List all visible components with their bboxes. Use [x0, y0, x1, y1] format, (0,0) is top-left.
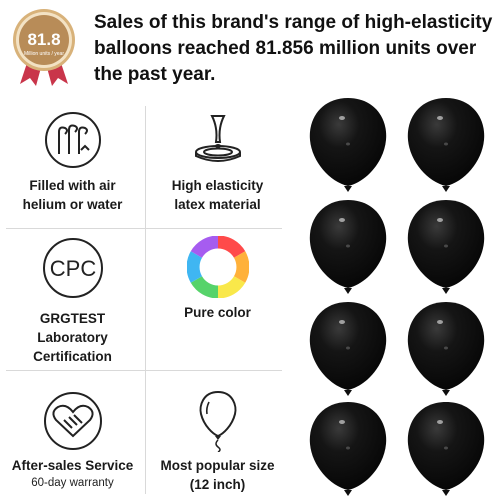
feature-cpc-line3: Certification [33, 349, 112, 364]
feature-cpc: CPC GRGTEST Laboratory Certification [0, 232, 145, 364]
feature-color: Pure color [145, 232, 290, 332]
feature-elasticity-line1: High elasticity [171, 178, 264, 193]
black-balloon [407, 302, 485, 396]
sales-badge: 81.8 Million units / year [13, 9, 75, 86]
balloon-grid [296, 94, 500, 500]
feature-service-sub: 60-day warranty [31, 477, 114, 489]
feature-fill: Filled with air helium or water [0, 106, 145, 212]
sales-headline: Sales of this brand's range of high-elas… [94, 12, 493, 85]
feature-elasticity: High elasticity latex material [145, 106, 290, 212]
grid-divider-1 [6, 228, 282, 229]
feature-size-line1: Most popular size [160, 458, 275, 473]
feature-service: After-sales Service 60-day warranty [0, 384, 145, 489]
handshake-icon [43, 392, 102, 450]
black-balloon [309, 200, 387, 294]
black-balloon [407, 200, 485, 294]
black-balloon [309, 402, 387, 496]
black-balloon [407, 98, 485, 192]
elastic-latex-icon [194, 115, 241, 162]
feature-fill-line2: helium or water [22, 197, 123, 212]
grid-divider-vertical [145, 106, 146, 494]
feature-elasticity-line2: latex material [174, 197, 261, 212]
feature-color-label: Pure color [184, 305, 251, 320]
feature-fill-line1: Filled with air [29, 178, 116, 193]
cpc-icon-text: CPC [49, 256, 96, 281]
badge-caption: Million units / year [24, 51, 64, 57]
color-ring-icon [186, 236, 249, 298]
feature-size-line2: (12 inch) [189, 477, 246, 492]
feature-service-label: After-sales Service [11, 458, 134, 473]
grid-divider-2 [6, 370, 282, 371]
balloon-outline-icon [199, 390, 236, 452]
black-balloon [309, 98, 387, 192]
black-balloon [309, 302, 387, 396]
black-balloon [407, 402, 485, 496]
feature-cpc-line1: GRGTEST [39, 311, 106, 326]
feature-size: Most popular size (12 inch) [145, 384, 290, 492]
air-helium-water-icon [44, 112, 101, 168]
feature-cpc-line2: Laboratory [37, 330, 108, 345]
badge-number: 81.8 [27, 30, 60, 49]
cpc-certificate-icon: CPC [42, 238, 103, 298]
